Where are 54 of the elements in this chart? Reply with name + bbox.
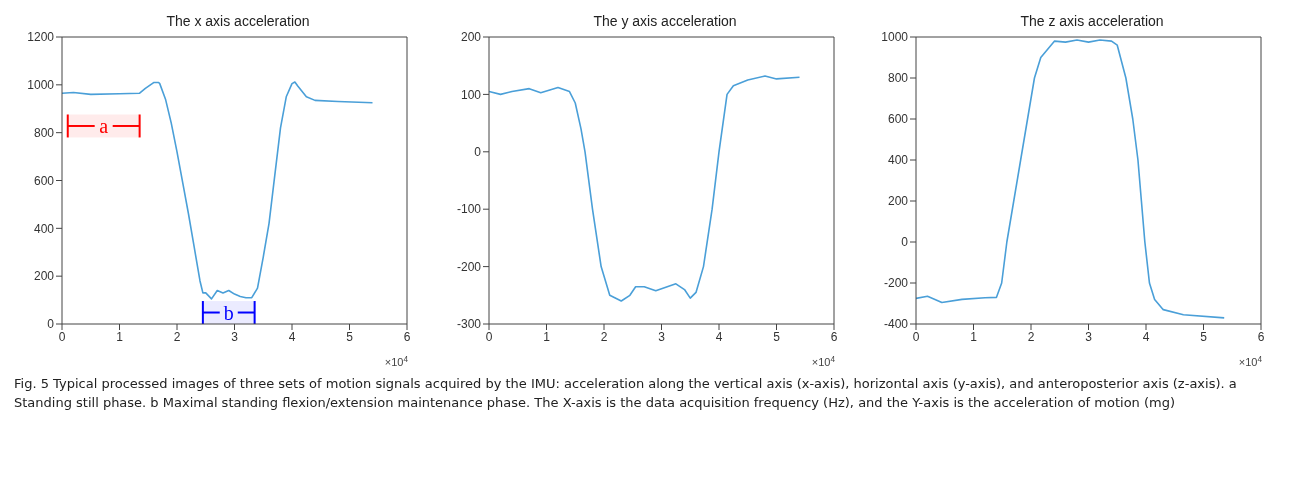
bracket-label: b: [223, 301, 234, 324]
y-tick-label: 0: [474, 145, 482, 160]
y-tick-label: -200: [456, 259, 482, 274]
text: ×10$^{4}$: [811, 354, 836, 368]
x-tick-label: 1: [116, 329, 124, 344]
line-series: [489, 75, 801, 302]
x-tick-label: 3: [231, 329, 239, 344]
y-tick-label: 1200: [27, 30, 55, 45]
y-tick-label: 800: [887, 71, 909, 86]
y-tick-label: 1000: [881, 30, 909, 45]
x-tick-label: 5: [773, 329, 781, 344]
y-tick-label: 400: [33, 221, 55, 236]
chart-title: The x axis acceleration: [166, 13, 310, 29]
x-tick-label: 3: [658, 329, 666, 344]
x-tick-label: 6: [403, 329, 411, 344]
x-tick-label: 4: [715, 329, 723, 344]
y-tick-label: 0: [47, 317, 55, 332]
x-tick-label: 2: [1027, 329, 1035, 344]
x-tick-label: 4: [1142, 329, 1150, 344]
x-tick-label: 0: [58, 329, 66, 344]
y-tick-label: 600: [887, 112, 909, 127]
caption: Fig. 5 Typical processed images of three sets of motion signals acquired by the IMU: acceleration along the vertical axis (x-axis), horizontal axis (y-axis), and anteroposterior axis (z-axis). a Standing still phase. b Maximal standing flexion/extension maintenance phase. The X-axis is the data acquisition frequency (Hz), and the Y-axis is the acceleration of motion (mg): [13, 375, 1238, 412]
y-tick-label: 200: [887, 194, 909, 209]
y-tick-label: -100: [456, 202, 482, 217]
y-tick-label: 1000: [27, 78, 55, 93]
x-tick-label: 5: [1200, 329, 1208, 344]
line-series: [62, 81, 374, 300]
x-tick-label: 2: [173, 329, 181, 344]
text: ×10$^{4}$: [384, 354, 409, 368]
y-tick-label: 200: [460, 30, 482, 45]
chart-title: The z axis acceleration: [1020, 13, 1164, 29]
chart-title: The y axis acceleration: [593, 13, 737, 29]
y-tick-label: 600: [33, 173, 55, 188]
y-tick-label: 200: [33, 269, 55, 284]
y-tick-label: 0: [901, 235, 909, 250]
x-tick-label: 3: [1085, 329, 1093, 344]
x-tick-label: 0: [485, 329, 493, 344]
x-tick-label: 5: [346, 329, 354, 344]
x-tick-label: 4: [288, 329, 296, 344]
x-tick-label: 0: [912, 329, 920, 344]
y-tick-label: -300: [456, 317, 482, 332]
x-tick-label: 1: [970, 329, 978, 344]
y-tick-label: 100: [460, 87, 482, 102]
text: ×10$^{4}$: [1238, 354, 1263, 368]
x-tick-label: 2: [600, 329, 608, 344]
x-tick-label: 6: [830, 329, 838, 344]
y-tick-label: 800: [33, 125, 55, 140]
line-series: [916, 39, 1225, 319]
x-tick-label: 1: [543, 329, 551, 344]
y-tick-label: -200: [883, 276, 909, 291]
y-tick-label: -400: [883, 317, 909, 332]
bracket-label: a: [99, 114, 109, 137]
y-tick-label: 400: [887, 153, 909, 168]
x-tick-label: 6: [1257, 329, 1265, 344]
